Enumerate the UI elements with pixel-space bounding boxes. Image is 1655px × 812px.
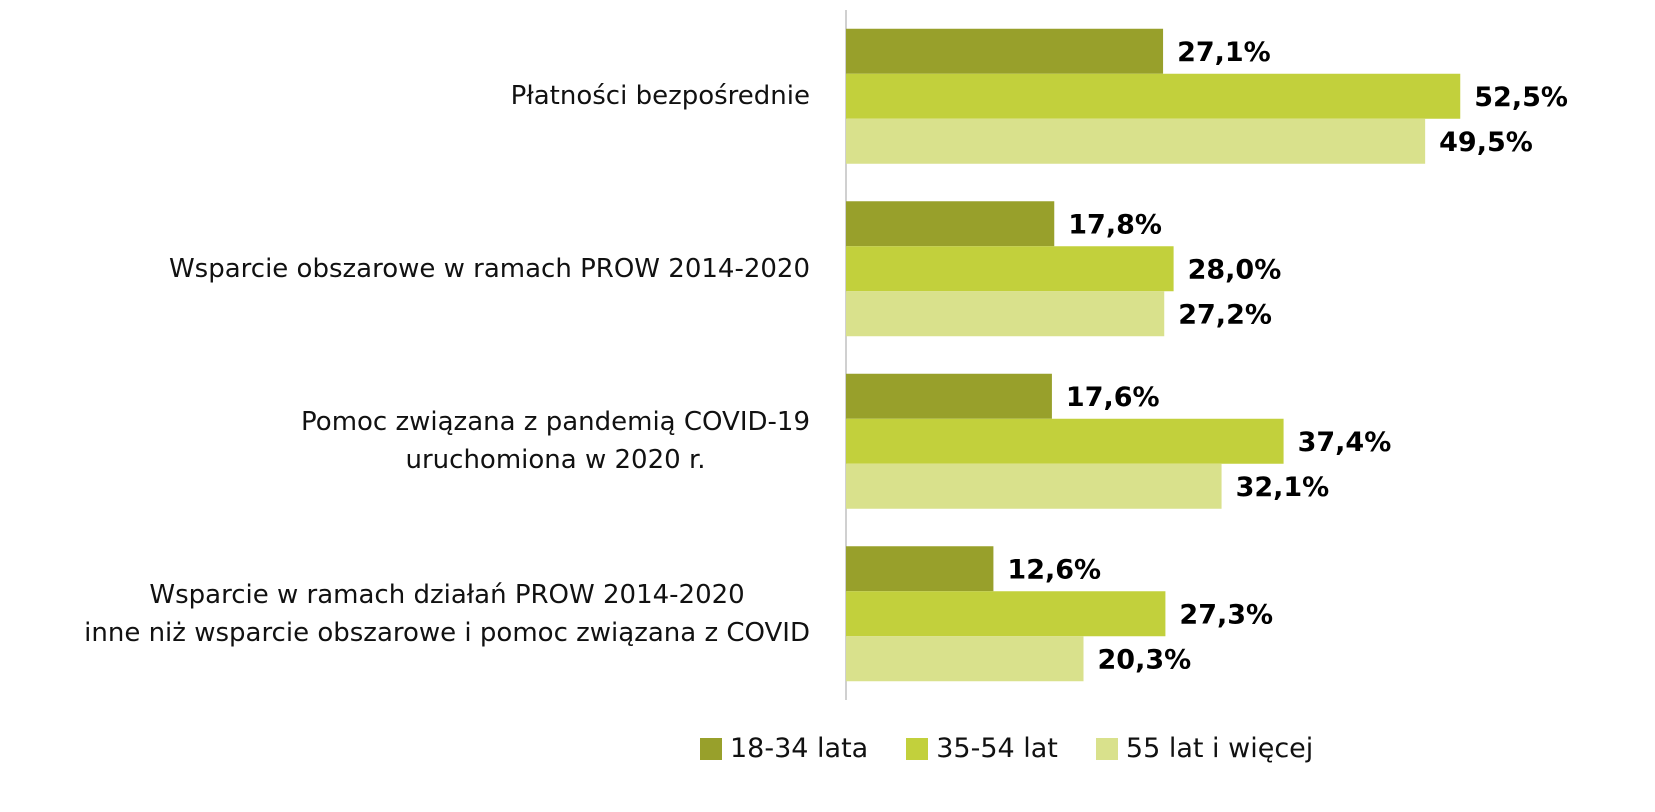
legend-label: 55 lat i więcej bbox=[1125, 733, 1314, 764]
bar bbox=[846, 463, 1222, 509]
legend-label: 35-54 lat bbox=[936, 733, 1058, 764]
value-label: 20,3% bbox=[1098, 644, 1192, 675]
bar bbox=[846, 28, 1164, 74]
value-label: 17,8% bbox=[1068, 209, 1162, 240]
legend: 18-34 lata 35-54 lat 55 lat i więcej bbox=[700, 733, 1313, 764]
bar bbox=[846, 246, 1174, 292]
bar bbox=[846, 73, 1461, 119]
value-label: 49,5% bbox=[1439, 127, 1533, 158]
value-label: 27,3% bbox=[1179, 599, 1273, 630]
value-label: 32,1% bbox=[1236, 472, 1330, 503]
legend-swatch bbox=[700, 737, 722, 760]
value-label: 27,1% bbox=[1177, 37, 1271, 68]
legend-item: 18-34 lata bbox=[700, 733, 868, 764]
category-label: Wsparcie obszarowe w ramach PROW 2014-20… bbox=[168, 253, 810, 284]
legend-swatch bbox=[906, 737, 929, 760]
legend-item: 55 lat i więcej bbox=[1095, 733, 1314, 764]
bar bbox=[846, 636, 1084, 682]
value-label: 28,0% bbox=[1188, 254, 1282, 285]
bar bbox=[846, 591, 1166, 637]
category-label: Wsparcie w ramach działań PROW 2014-2020… bbox=[84, 579, 810, 648]
category-label: Pomoc związana z pandemią COVID-19 uruch… bbox=[301, 407, 810, 476]
bar bbox=[846, 418, 1284, 464]
bar bbox=[846, 373, 1052, 419]
value-label: 12,6% bbox=[1007, 554, 1101, 585]
bar bbox=[846, 201, 1055, 247]
value-label: 27,2% bbox=[1178, 299, 1272, 330]
legend-item: 35-54 lat bbox=[906, 733, 1058, 764]
bar bbox=[846, 291, 1165, 337]
bar bbox=[846, 118, 1426, 164]
category-label: Płatności bezpośrednie bbox=[510, 81, 810, 112]
legend-label: 18-34 lata bbox=[730, 733, 869, 764]
value-label: 37,4% bbox=[1298, 427, 1392, 458]
legend-swatch bbox=[1095, 737, 1118, 760]
value-label: 17,6% bbox=[1066, 382, 1160, 413]
value-label: 52,5% bbox=[1474, 82, 1568, 113]
bar bbox=[846, 546, 994, 592]
